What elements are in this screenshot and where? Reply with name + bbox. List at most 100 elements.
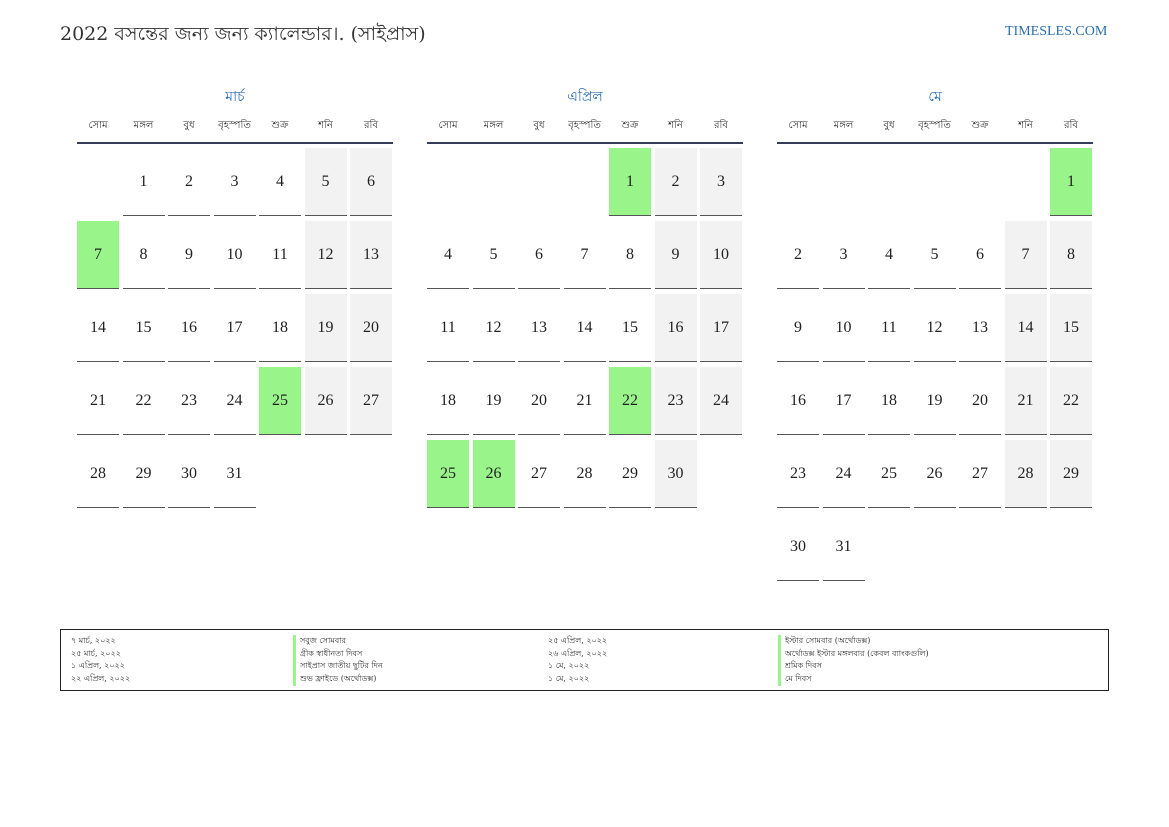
day-cell[interactable]: 7 [77, 221, 119, 289]
day-cell[interactable]: 16 [654, 294, 697, 362]
day-cell[interactable]: 3 [213, 148, 256, 216]
day-cell[interactable]: 19 [304, 294, 347, 362]
day-cell[interactable]: 9 [168, 221, 210, 289]
day-cell[interactable]: 20 [350, 294, 392, 362]
day-cell[interactable]: 13 [350, 221, 392, 289]
day-cell[interactable]: 28 [77, 440, 119, 508]
day-cell[interactable]: 18 [259, 294, 301, 362]
day-cell[interactable]: 16 [168, 294, 210, 362]
day-cell[interactable]: 29 [609, 440, 651, 508]
day-cell[interactable]: 13 [518, 294, 560, 362]
day-cell[interactable]: 1 [609, 148, 651, 216]
day-cell[interactable]: 11 [868, 294, 910, 362]
day-cell[interactable]: 12 [472, 294, 515, 362]
day-cell[interactable]: 17 [213, 294, 256, 362]
day-cell[interactable]: 10 [700, 221, 742, 289]
day-cell[interactable]: 29 [122, 440, 165, 508]
day-cell[interactable]: 21 [563, 367, 606, 435]
day-cell[interactable]: 25 [868, 440, 910, 508]
day-cell[interactable]: 21 [1004, 367, 1047, 435]
day-cell[interactable]: 22 [609, 367, 651, 435]
weekday-label: রবি [714, 120, 728, 131]
day-cell[interactable]: 7 [1004, 221, 1047, 289]
day-cell[interactable]: 16 [777, 367, 819, 435]
day-cell[interactable]: 27 [518, 440, 560, 508]
day-cell[interactable]: 3 [700, 148, 742, 216]
day-cell[interactable]: 4 [868, 221, 910, 289]
day-cell[interactable]: 25 [427, 440, 469, 508]
day-cell[interactable]: 23 [654, 367, 697, 435]
day-cell[interactable]: 26 [304, 367, 347, 435]
day-cell[interactable]: 7 [563, 221, 606, 289]
day-cell[interactable]: 30 [168, 440, 210, 508]
day-cell[interactable]: 24 [213, 367, 256, 435]
day-cell[interactable]: 27 [350, 367, 392, 435]
day-cell[interactable]: 6 [518, 221, 560, 289]
day-cell[interactable]: 27 [959, 440, 1001, 508]
weekday-label: বৃহস্পতি [918, 120, 951, 131]
day-cell[interactable]: 8 [609, 221, 651, 289]
day-cell[interactable]: 9 [777, 294, 819, 362]
day-cell[interactable]: 23 [777, 440, 819, 508]
day-cell[interactable]: 29 [1050, 440, 1092, 508]
day-cell[interactable]: 22 [1050, 367, 1092, 435]
day-cell[interactable]: 28 [563, 440, 606, 508]
day-cell[interactable]: 8 [1050, 221, 1092, 289]
month-name: মার্চ [225, 89, 245, 105]
day-cell[interactable]: 11 [427, 294, 469, 362]
day-cell[interactable]: 12 [913, 294, 956, 362]
day-cell[interactable]: 8 [122, 221, 165, 289]
day-cell[interactable]: 24 [822, 440, 865, 508]
day-cell[interactable]: 14 [563, 294, 606, 362]
day-cell[interactable]: 2 [654, 148, 697, 216]
day-cell[interactable]: 20 [518, 367, 560, 435]
day-cell[interactable]: 9 [654, 221, 697, 289]
day-cell[interactable]: 17 [700, 294, 742, 362]
day-cell[interactable]: 19 [913, 367, 956, 435]
day-cell[interactable]: 17 [822, 367, 865, 435]
day-cell[interactable]: 10 [213, 221, 256, 289]
day-cell[interactable]: 11 [259, 221, 301, 289]
day-cell[interactable]: 1 [122, 148, 165, 216]
day-cell[interactable]: 20 [959, 367, 1001, 435]
day-cell[interactable]: 22 [122, 367, 165, 435]
day-cell[interactable]: 26 [472, 440, 515, 508]
day-cell[interactable]: 26 [913, 440, 956, 508]
page-title: 2022 বসন্তের জন্য জন্য ক্যালেন্ডার।. (সা… [60, 23, 426, 45]
day-cell[interactable]: 21 [77, 367, 119, 435]
day-cell[interactable]: 28 [1004, 440, 1047, 508]
day-cell[interactable]: 3 [822, 221, 865, 289]
day-cell[interactable]: 23 [168, 367, 210, 435]
day-cell[interactable]: 18 [868, 367, 910, 435]
day-cell[interactable]: 14 [77, 294, 119, 362]
day-cell[interactable]: 5 [913, 221, 956, 289]
day-cell[interactable]: 6 [959, 221, 1001, 289]
day-cell[interactable]: 31 [822, 513, 865, 581]
day-cell[interactable]: 19 [472, 367, 515, 435]
day-cell[interactable]: 2 [777, 221, 819, 289]
day-cell[interactable]: 15 [122, 294, 165, 362]
day-cell[interactable]: 25 [259, 367, 301, 435]
day-cell[interactable]: 13 [959, 294, 1001, 362]
day-cell[interactable]: 15 [609, 294, 651, 362]
day-cell[interactable]: 5 [472, 221, 515, 289]
day-cell[interactable]: 4 [259, 148, 301, 216]
day-cell[interactable]: 4 [427, 221, 469, 289]
day-cell[interactable]: 31 [213, 440, 256, 508]
day-cell[interactable]: 6 [350, 148, 392, 216]
day-cell[interactable]: 5 [304, 148, 347, 216]
day-cell[interactable]: 10 [822, 294, 865, 362]
day-cell[interactable]: 14 [1004, 294, 1047, 362]
day-cell[interactable]: 30 [654, 440, 697, 508]
day-cell[interactable]: 24 [700, 367, 742, 435]
weekday-header: সোম মঙ্গল বুধ বৃহস্পতি শুক্র শনি রবি [777, 118, 1093, 144]
day-cell[interactable]: 30 [777, 513, 819, 581]
day-cell[interactable]: 12 [304, 221, 347, 289]
day-cell[interactable]: 18 [427, 367, 469, 435]
day-cell[interactable]: 1 [1050, 148, 1092, 216]
day-cell[interactable]: 15 [1050, 294, 1092, 362]
day-cell[interactable]: 2 [168, 148, 210, 216]
legend-names-column-1: সবুজ সোমবার গ্রীক স্বাধীনতা দিবস সাইপ্রাস … [293, 635, 383, 686]
legend-holiday-date: ১ মে, ২০২২ [548, 674, 590, 684]
site-link[interactable]: TIMESLES.COM [1005, 24, 1108, 39]
